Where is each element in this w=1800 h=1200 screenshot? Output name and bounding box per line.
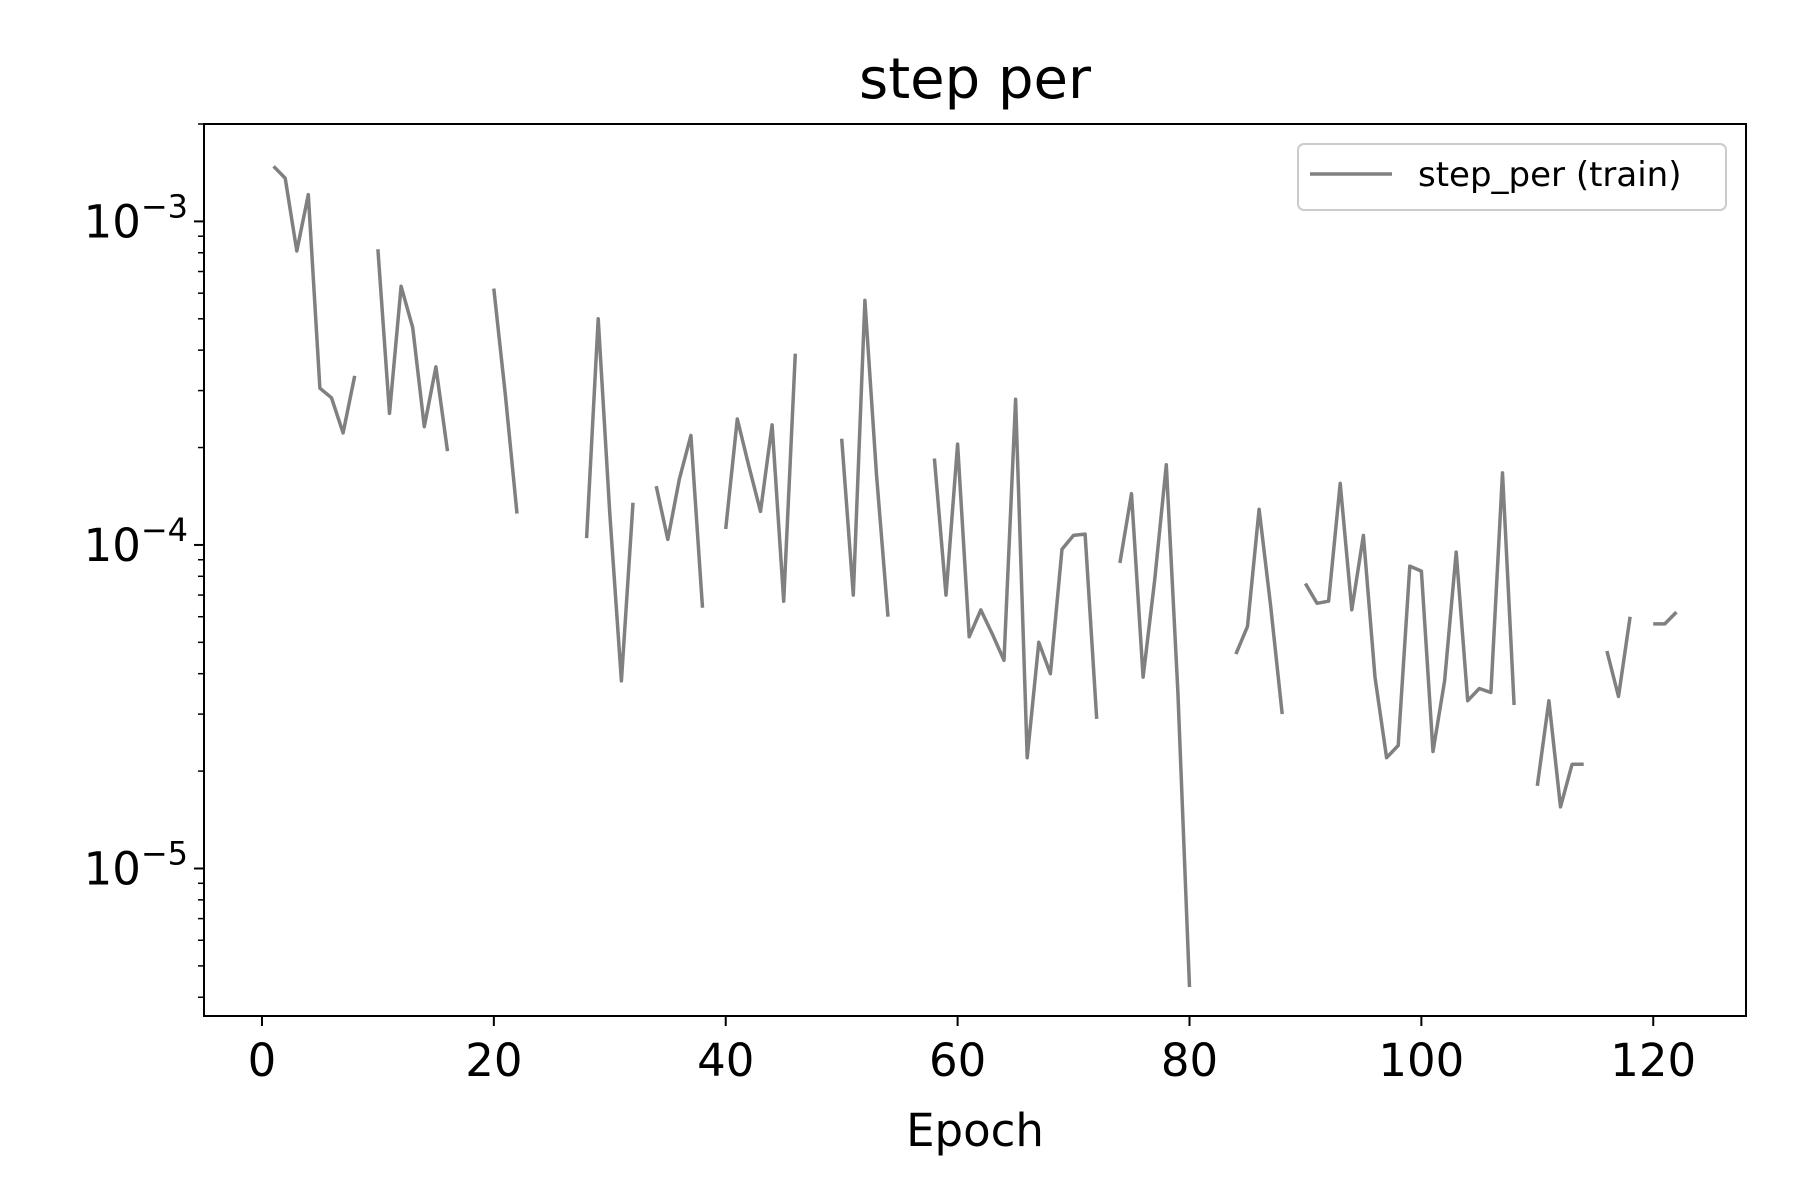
- x-tick-label: 20: [465, 1034, 522, 1087]
- x-tick-label: 40: [697, 1034, 754, 1087]
- legend: step_per (train): [1297, 143, 1727, 211]
- series-line-segment: [492, 288, 519, 514]
- x-tick-label: 80: [1161, 1034, 1218, 1087]
- x-tick-label: 120: [1610, 1034, 1696, 1087]
- series-line-segment: [584, 317, 635, 683]
- y-axis: 10−5 10−4 10−3: [84, 123, 204, 998]
- plot-frame: [203, 123, 1747, 1017]
- series-line-segment: [376, 249, 450, 452]
- series-line-segment: [1303, 471, 1516, 760]
- series-line-segment: [839, 298, 890, 617]
- series-line-segment: [1653, 610, 1678, 626]
- x-tick-label: 60: [929, 1034, 986, 1087]
- y-tick-label: 10−4: [84, 511, 188, 572]
- x-tick-label: 100: [1378, 1034, 1464, 1087]
- series-layer: [272, 165, 1678, 988]
- legend-box: [1297, 143, 1727, 211]
- legend-entry-label: step_per (train): [1418, 155, 1682, 195]
- chart-title: step per: [859, 47, 1092, 112]
- series-line-segment: [723, 353, 798, 603]
- x-axis-label: Epoch: [906, 1104, 1044, 1157]
- series-line-segment: [654, 433, 705, 608]
- plot-area: [203, 123, 1747, 1017]
- x-axis: 0 20 40 60 80 100 120: [248, 1016, 1696, 1087]
- series-line-segment: [1234, 507, 1284, 715]
- series-line-segment: [1605, 616, 1632, 699]
- series-line-segment: [932, 397, 1099, 760]
- series-line-segment: [1535, 698, 1584, 809]
- y-tick-label: 10−3: [84, 187, 188, 248]
- y-tick-label: 10−5: [84, 834, 188, 895]
- series-line-segment: [272, 165, 357, 435]
- series-line-segment: [1118, 462, 1192, 988]
- x-tick-label: 0: [248, 1034, 277, 1087]
